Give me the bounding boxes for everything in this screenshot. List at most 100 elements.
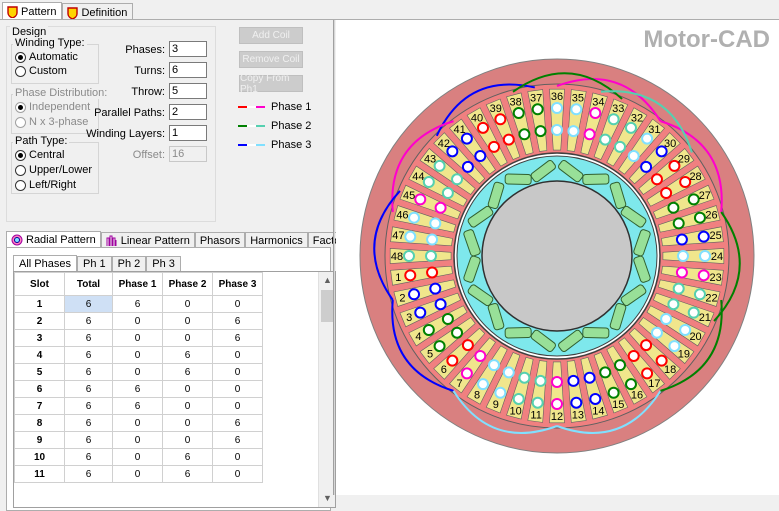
scroll-thumb[interactable] — [321, 290, 333, 322]
table-cell[interactable]: 0 — [112, 329, 163, 347]
table-cell[interactable]: 0 — [212, 448, 263, 466]
table-cell[interactable]: 6 — [112, 380, 163, 398]
table-cell[interactable]: 0 — [162, 414, 213, 432]
table-cell[interactable]: 0 — [212, 346, 263, 364]
table-cell[interactable]: 6 — [212, 414, 263, 432]
phases-field[interactable] — [169, 41, 207, 57]
tab-all-phases[interactable]: All Phases — [13, 255, 77, 271]
slot-cell[interactable]: 6 — [14, 380, 65, 398]
table-cell[interactable]: 0 — [112, 465, 163, 483]
table-cell[interactable]: 6 — [64, 448, 113, 466]
table-row[interactable]: 11 6 0 6 0 — [14, 465, 263, 483]
table-cell[interactable]: 0 — [212, 295, 263, 313]
tab-ph2[interactable]: Ph 2 — [111, 256, 147, 271]
slot-cell[interactable]: 4 — [14, 346, 65, 364]
radio-automatic[interactable]: Automatic — [15, 51, 78, 63]
tab-ph3[interactable]: Ph 3 — [146, 256, 181, 271]
radio-left-right[interactable]: Left/Right — [15, 179, 76, 191]
radio-central[interactable]: Central — [15, 149, 64, 161]
table-cell[interactable]: 6 — [64, 363, 113, 381]
table-cell[interactable]: 0 — [162, 397, 213, 415]
table-cell[interactable]: 6 — [162, 363, 213, 381]
table-cell[interactable]: 0 — [112, 312, 163, 330]
table-cell[interactable]: 6 — [64, 312, 113, 330]
add-coil-button[interactable]: Add Coil — [239, 27, 303, 44]
table-cell[interactable]: 6 — [64, 414, 113, 432]
scroll-up-icon[interactable]: ▲ — [323, 275, 332, 285]
table-cell[interactable]: 0 — [162, 329, 213, 347]
tab-phasors[interactable]: Phasors — [194, 232, 246, 248]
table-cell[interactable]: 6 — [64, 465, 113, 483]
table-cell[interactable]: 6 — [212, 431, 263, 449]
tab-pattern[interactable]: Pattern — [2, 2, 63, 20]
column-header[interactable]: Phase 2 — [162, 272, 213, 296]
table-cell[interactable]: 6 — [162, 448, 213, 466]
slot-cell[interactable]: 7 — [14, 397, 65, 415]
table-cell[interactable]: 6 — [212, 312, 263, 330]
table-cell[interactable]: 6 — [64, 329, 113, 347]
table-cell[interactable]: 0 — [162, 380, 213, 398]
slot-cell[interactable]: 1 — [14, 295, 65, 313]
table-cell[interactable]: 0 — [212, 380, 263, 398]
tab-linear-pattern[interactable]: Linear Pattern — [100, 232, 195, 248]
offset-field[interactable] — [169, 146, 207, 162]
table-cell[interactable]: 6 — [112, 295, 163, 313]
table-cell[interactable]: 0 — [112, 346, 163, 364]
tab-ph1[interactable]: Ph 1 — [76, 256, 112, 271]
column-header[interactable]: Phase 1 — [112, 272, 163, 296]
parallel-paths-field[interactable] — [169, 104, 207, 120]
column-header[interactable]: Phase 3 — [212, 272, 263, 296]
table-cell[interactable]: 6 — [162, 465, 213, 483]
radio-custom[interactable]: Custom — [15, 65, 67, 77]
column-header[interactable]: Total — [64, 272, 113, 296]
pane-splitter[interactable] — [333, 20, 335, 495]
slot-cell[interactable]: 5 — [14, 363, 65, 381]
tab-radial-pattern[interactable]: Radial Pattern — [6, 231, 101, 248]
winding-layers-field[interactable] — [169, 125, 207, 141]
copy-from-ph1-button[interactable]: Copy From Ph1 — [239, 73, 303, 95]
table-cell[interactable]: 0 — [112, 431, 163, 449]
table-cell[interactable]: 0 — [162, 431, 213, 449]
tab-harmonics[interactable]: Harmonics — [245, 232, 308, 248]
radio-upper-lower[interactable]: Upper/Lower — [15, 164, 92, 176]
throw-field[interactable] — [169, 83, 207, 99]
slot-cell[interactable]: 2 — [14, 312, 65, 330]
tab-definition[interactable]: Definition — [62, 3, 134, 20]
slot-cell[interactable]: 11 — [14, 465, 65, 483]
table-cell[interactable]: 6 — [64, 380, 113, 398]
table-cell[interactable]: 6 — [64, 295, 113, 313]
table-cell[interactable]: 0 — [112, 363, 163, 381]
table-cell[interactable]: 0 — [162, 295, 213, 313]
turns-field[interactable] — [169, 62, 207, 78]
table-cell[interactable]: 6 — [212, 329, 263, 347]
table-cell[interactable]: 0 — [212, 465, 263, 483]
slot-cell[interactable]: 3 — [14, 329, 65, 347]
table-cell[interactable]: 0 — [212, 363, 263, 381]
table-cell[interactable]: 6 — [64, 431, 113, 449]
table-cell[interactable]: 0 — [112, 414, 163, 432]
table-cell[interactable]: 6 — [64, 346, 113, 364]
slot-cell[interactable]: 10 — [14, 448, 65, 466]
table-cell[interactable]: 0 — [212, 397, 263, 415]
slot-cell[interactable]: 9 — [14, 431, 65, 449]
table-cell[interactable]: 0 — [162, 312, 213, 330]
table-cell[interactable]: 6 — [162, 346, 213, 364]
remove-coil-button[interactable]: Remove Coil — [239, 51, 303, 68]
slot-cell[interactable]: 8 — [14, 414, 65, 432]
table-cell[interactable]: 6 — [64, 397, 113, 415]
table-row[interactable]: 10 6 0 6 0 — [14, 448, 263, 466]
table-cell[interactable]: 0 — [112, 448, 163, 466]
radio-independent[interactable]: Independent — [15, 101, 90, 113]
table-cell[interactable]: 6 — [112, 397, 163, 415]
radio-n-x-3-phase[interactable]: N x 3-phase — [15, 116, 88, 128]
column-header[interactable]: Slot — [14, 272, 65, 296]
